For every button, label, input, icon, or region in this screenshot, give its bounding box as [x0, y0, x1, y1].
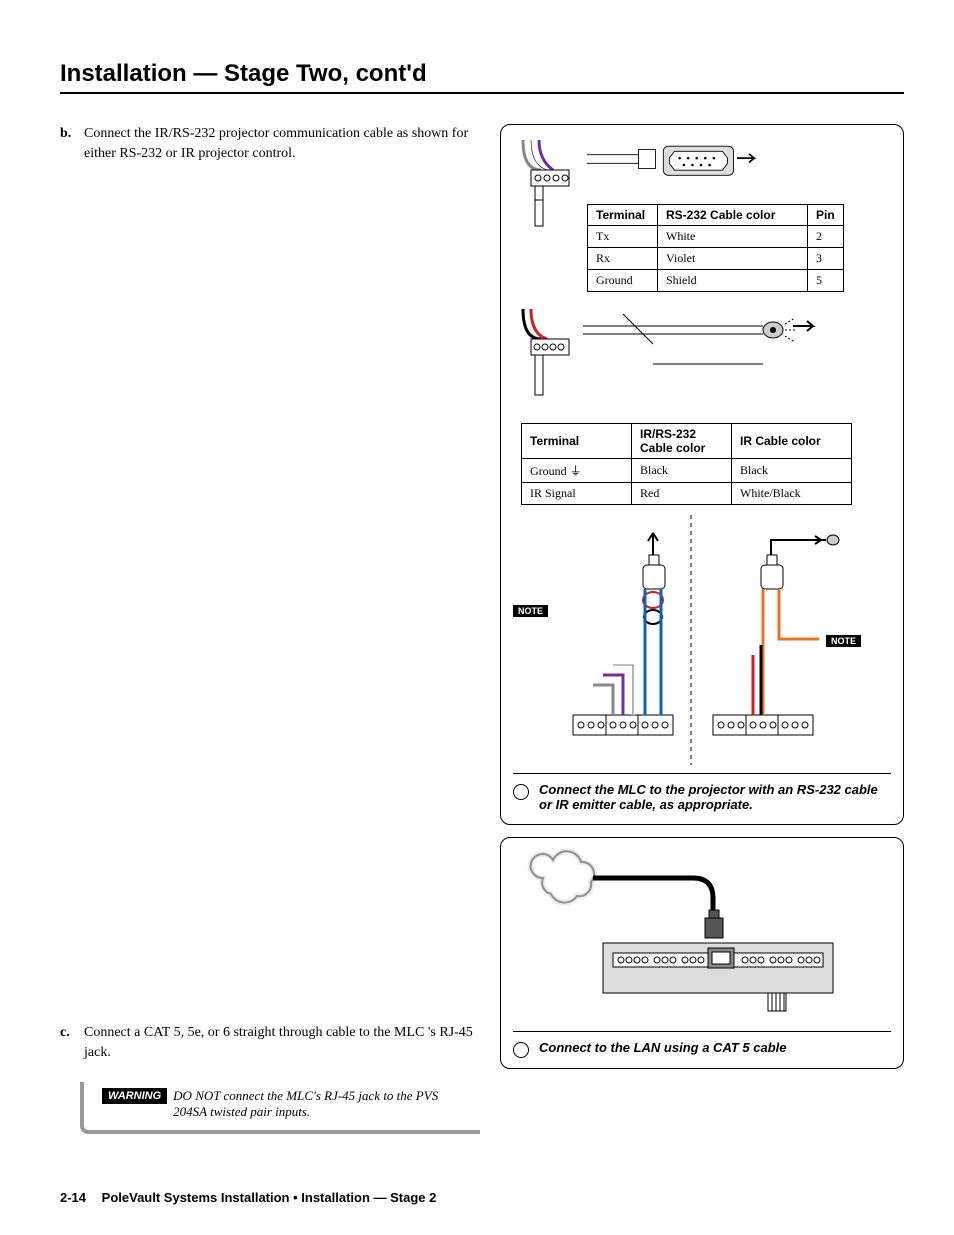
step-marker: b.: [60, 124, 76, 163]
figure-caption: Connect to the LAN using a CAT 5 cable: [513, 1031, 891, 1058]
caption-text: Connect the MLC to the projector with an…: [539, 782, 891, 812]
warning-box: WARNING DO NOT connect the MLC's RJ-45 j…: [80, 1082, 480, 1134]
th: IR/RS-232 Cable color: [632, 424, 732, 459]
ir-table: Terminal IR/RS-232 Cable color IR Cable …: [521, 423, 852, 505]
table-row: Rx Violet 3: [588, 248, 844, 270]
step-circle-icon: [513, 784, 529, 800]
figure-wiring: Terminal RS-232 Cable color Pin Tx White…: [500, 124, 904, 825]
note-badge: NOTE: [513, 605, 548, 617]
th: Terminal: [588, 205, 658, 226]
left-column: b. Connect the IR/RS-232 projector commu…: [60, 124, 480, 1134]
table-row: Ground Shield 5: [588, 270, 844, 292]
db9-connector-icon: [587, 135, 767, 195]
page-number: 2-14: [60, 1190, 86, 1205]
figure-lan: Connect to the LAN using a CAT 5 cable: [500, 837, 904, 1069]
th: IR Cable color: [732, 424, 852, 459]
ir-emitter-icon: [513, 304, 853, 414]
step-b: b. Connect the IR/RS-232 projector commu…: [60, 124, 480, 163]
page-title: Installation — Stage Two, cont'd: [60, 60, 904, 94]
footer-section: PoleVault Systems Installation • Install…: [102, 1190, 437, 1205]
th: RS-232 Cable color: [658, 205, 808, 226]
warning-text: DO NOT connect the MLC's RJ-45 jack to t…: [173, 1088, 472, 1120]
step-c: c. Connect a CAT 5, 5e, or 6 straight th…: [60, 1023, 480, 1062]
rs232-table: Terminal RS-232 Cable color Pin Tx White…: [587, 204, 844, 292]
step-text: Connect a CAT 5, 5e, or 6 straight throu…: [84, 1023, 480, 1062]
step-marker: c.: [60, 1023, 76, 1062]
mlc-panel-diagram: [513, 515, 873, 765]
note-badge: NOTE: [826, 635, 861, 647]
terminal-block-icon: [513, 135, 579, 245]
th: Terminal: [522, 424, 632, 459]
table-row: IR Signal Red White/Black: [522, 483, 852, 505]
th: Pin: [808, 205, 844, 226]
caption-text: Connect to the LAN using a CAT 5 cable: [539, 1040, 787, 1055]
lan-diagram: [513, 848, 873, 1018]
right-column: Terminal RS-232 Cable color Pin Tx White…: [500, 124, 904, 1134]
warning-badge: WARNING: [102, 1088, 167, 1104]
table-row: Ground ⏚ Black Black: [522, 459, 852, 483]
page-footer: 2-14 PoleVault Systems Installation • In…: [60, 1190, 436, 1205]
step-text: Connect the IR/RS-232 projector communic…: [84, 124, 480, 163]
figure-caption: Connect the MLC to the projector with an…: [513, 773, 891, 812]
content-row: b. Connect the IR/RS-232 projector commu…: [60, 124, 904, 1134]
step-circle-icon: [513, 1042, 529, 1058]
table-row: Tx White 2: [588, 226, 844, 248]
